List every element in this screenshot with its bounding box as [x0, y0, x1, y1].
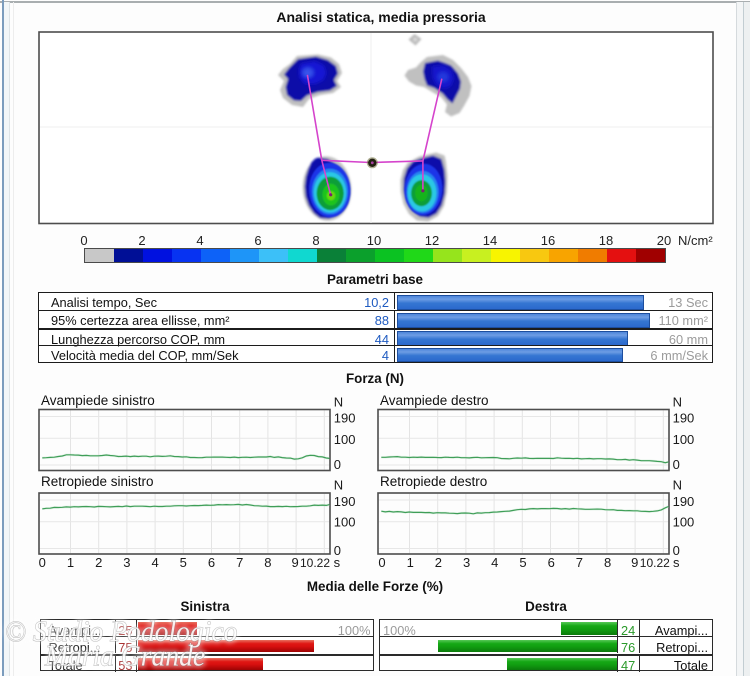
- svg-text:© Studio Podologico: © Studio Podologico: [5, 615, 237, 648]
- svg-text:10.22: 10.22: [640, 556, 670, 570]
- svg-text:s: s: [673, 555, 680, 570]
- svg-text:2: 2: [435, 555, 442, 570]
- svg-text:N: N: [334, 395, 343, 410]
- svg-text:Maria Grande: Maria Grande: [44, 639, 205, 672]
- svg-text:100: 100: [334, 432, 356, 447]
- svg-text:6: 6: [208, 555, 215, 570]
- svg-text:7: 7: [576, 555, 583, 570]
- svg-text:1: 1: [67, 555, 74, 570]
- svg-text:0: 0: [673, 543, 680, 558]
- svg-text:100: 100: [673, 514, 695, 529]
- svg-text:5: 5: [180, 555, 187, 570]
- svg-text:190: 190: [673, 494, 695, 509]
- svg-text:190: 190: [334, 494, 356, 509]
- svg-text:2: 2: [95, 555, 102, 570]
- svg-text:6: 6: [548, 555, 555, 570]
- svg-text:9: 9: [291, 555, 298, 570]
- svg-text:4: 4: [491, 555, 498, 570]
- svg-text:0: 0: [334, 457, 341, 472]
- svg-text:5: 5: [519, 555, 526, 570]
- svg-text:190: 190: [334, 411, 356, 426]
- svg-text:7: 7: [236, 555, 243, 570]
- svg-text:1: 1: [407, 555, 414, 570]
- svg-text:© Studio Podologico: © Studio Podologico: [5, 615, 237, 648]
- svg-text:N: N: [334, 478, 343, 493]
- svg-text:8: 8: [604, 555, 611, 570]
- svg-text:4: 4: [151, 555, 158, 570]
- svg-text:Maria Grande: Maria Grande: [44, 639, 205, 672]
- svg-text:100: 100: [673, 432, 695, 447]
- svg-text:190: 190: [673, 411, 695, 426]
- svg-text:3: 3: [123, 555, 130, 570]
- svg-text:0: 0: [673, 457, 680, 472]
- svg-text:8: 8: [264, 555, 271, 570]
- svg-text:0: 0: [334, 543, 341, 558]
- svg-text:10.22: 10.22: [300, 556, 330, 570]
- svg-text:0: 0: [378, 555, 385, 570]
- svg-text:N: N: [673, 478, 682, 493]
- svg-text:s: s: [334, 555, 341, 570]
- svg-text:3: 3: [463, 555, 470, 570]
- svg-text:0: 0: [39, 555, 46, 570]
- svg-text:100: 100: [334, 514, 356, 529]
- svg-text:N: N: [673, 395, 682, 410]
- svg-text:9: 9: [631, 555, 638, 570]
